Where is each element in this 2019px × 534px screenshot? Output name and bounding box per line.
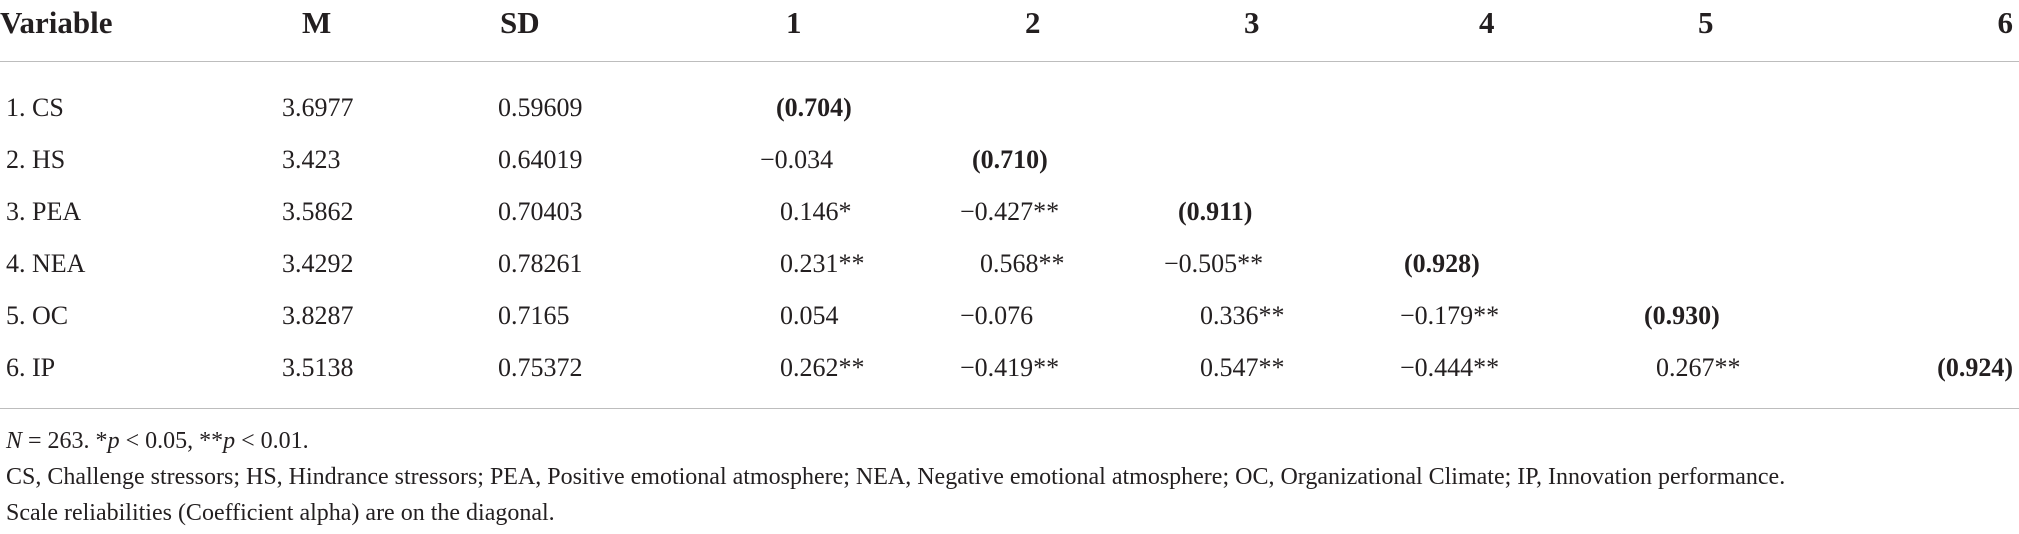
cell-m: 3.6977 [282,93,354,122]
cell-corr-5 [1600,238,1840,290]
p-text-2: < 0.01. [235,428,309,454]
header-variable: Variable [0,5,113,40]
header-2: 2 [1025,5,1041,40]
cell-m: 3.4292 [282,249,354,278]
cell-corr-2 [880,82,1120,134]
header-row: Variable M SD 1 2 3 4 5 6 [0,0,2019,60]
p-symbol-1: p [107,428,120,454]
header-4: 4 [1479,5,1495,40]
table-row: 2. HS 3.423 0.64019 −0.034 (0.710) [0,134,2019,186]
cell-corr-3 [1120,134,1360,186]
cell-corr-4: −0.444** [1400,353,1500,382]
significance-note: N = 263. *p < 0.05, **p < 0.01. [6,423,2016,459]
cell-m: 3.5138 [282,353,354,382]
cell-corr-6 [1840,82,2019,134]
p-symbol-2: p [223,428,236,454]
table-notes: N = 263. *p < 0.05, **p < 0.01. CS, Chal… [6,423,2016,531]
reliability-note: Scale reliabilities (Coefficient alpha) … [6,500,555,526]
header-5: 5 [1698,5,1714,40]
body-bottom-rule [0,408,2019,409]
cell-corr-1: 0.054 [780,301,839,330]
cell-variable: 5. OC [6,301,69,330]
cell-corr-3: 0.336** [1200,301,1285,330]
cell-corr-6: (0.924) [1937,353,2013,382]
correlation-table: Variable M SD 1 2 3 4 5 6 [0,0,2019,60]
header-1: 1 [786,5,802,40]
cell-corr-5 [1600,82,1840,134]
header-m: M [302,5,332,40]
cell-sd: 0.78261 [498,249,583,278]
cell-corr-3: 0.547** [1200,353,1285,382]
cell-variable: 1. CS [6,93,64,122]
cell-corr-5: 0.267** [1656,353,1741,382]
cell-corr-4: −0.179** [1400,301,1500,330]
cell-corr-6 [1840,290,2019,342]
cell-variable: 4. NEA [6,249,86,278]
cell-corr-3 [1120,82,1360,134]
cell-corr-1: (0.704) [776,93,852,122]
cell-sd: 0.70403 [498,197,583,226]
cell-corr-1: 0.231** [780,249,865,278]
cell-corr-4 [1360,82,1600,134]
cell-sd: 0.75372 [498,353,583,382]
cell-corr-3: −0.505** [1164,249,1264,278]
cell-variable: 6. IP [6,353,56,382]
p-text-1: < 0.05, ** [119,428,224,454]
cell-corr-2: 0.568** [980,249,1065,278]
header-rule [0,61,2019,62]
table-row: 1. CS 3.6977 0.59609 (0.704) [0,82,2019,134]
cell-corr-2: (0.710) [972,145,1048,174]
table-row: 3. PEA 3.5862 0.70403 0.146* −0.427** (0… [0,186,2019,238]
cell-corr-2: −0.076 [960,301,1034,330]
cell-m: 3.423 [282,145,341,174]
cell-corr-2: −0.419** [960,353,1060,382]
cell-corr-1: 0.262** [780,353,865,382]
n-symbol: N [6,428,23,454]
correlation-table-container: Variable M SD 1 2 3 4 5 6 [0,0,2019,409]
cell-variable: 3. PEA [6,197,82,226]
cell-corr-5 [1600,186,1840,238]
n-text: = 263. * [22,428,108,454]
abbreviations-note: CS, Challenge stressors; HS, Hindrance s… [6,464,1786,490]
header-3: 3 [1244,5,1260,40]
table-row: 4. NEA 3.4292 0.78261 0.231** 0.568** −0… [0,238,2019,290]
cell-corr-4 [1360,134,1600,186]
cell-corr-5 [1600,134,1840,186]
cell-m: 3.5862 [282,197,354,226]
cell-corr-6 [1840,186,2019,238]
header-sd: SD [500,5,540,40]
cell-corr-3: (0.911) [1178,197,1253,226]
correlation-table-body: 1. CS 3.6977 0.59609 (0.704) 2. HS 3.423… [0,82,2019,394]
cell-corr-6 [1840,134,2019,186]
cell-corr-4 [1360,186,1600,238]
cell-corr-2: −0.427** [960,197,1060,226]
cell-corr-1: −0.034 [760,145,834,174]
header-6: 6 [1997,5,2014,40]
cell-corr-1: 0.146* [780,197,852,226]
cell-sd: 0.7165 [498,301,570,330]
table-row: 5. OC 3.8287 0.7165 0.054 −0.076 0.336**… [0,290,2019,342]
cell-corr-5: (0.930) [1644,301,1720,330]
cell-sd: 0.64019 [498,145,583,174]
cell-corr-4: (0.928) [1404,249,1480,278]
cell-corr-6 [1840,238,2019,290]
cell-variable: 2. HS [6,145,66,174]
cell-sd: 0.59609 [498,93,583,122]
cell-m: 3.8287 [282,301,354,330]
table-row: 6. IP 3.5138 0.75372 0.262** −0.419** 0.… [0,342,2019,394]
